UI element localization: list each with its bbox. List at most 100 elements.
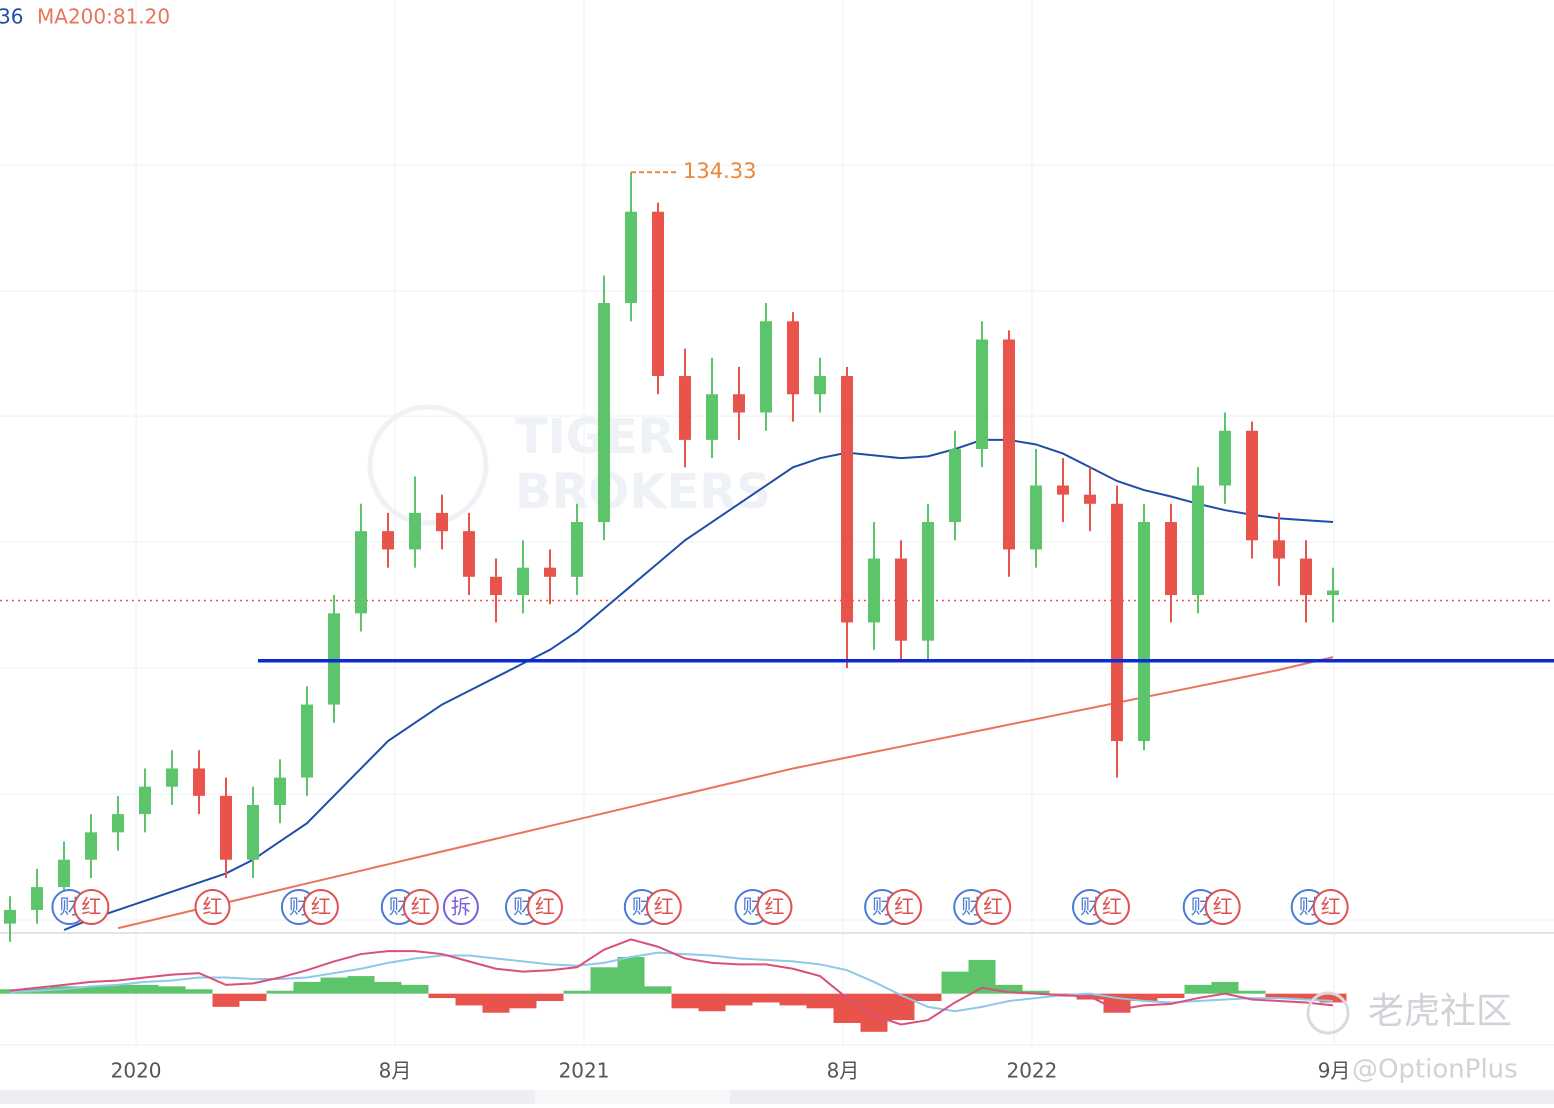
macd-bar xyxy=(1184,984,1212,994)
watermark: TIGER xyxy=(515,409,675,465)
x-tick-label: 8月 xyxy=(827,1059,860,1083)
macd-bar xyxy=(374,981,402,994)
candle-body xyxy=(1003,339,1015,550)
macd-bar xyxy=(131,984,159,994)
macd-bar xyxy=(941,971,969,994)
watermark-logo xyxy=(367,404,489,526)
macd-bar xyxy=(1211,981,1239,994)
candle-body xyxy=(787,321,799,395)
macd-bar xyxy=(779,993,807,1006)
event-marker[interactable]: 红 xyxy=(73,889,110,925)
watermark-logo xyxy=(1306,991,1350,1035)
candle-body xyxy=(409,512,421,550)
event-circle xyxy=(1094,889,1130,925)
candle-body xyxy=(1273,540,1285,559)
macd-bar xyxy=(455,993,483,1006)
event-marker[interactable]: 红 xyxy=(756,889,793,925)
macd-bar xyxy=(1238,990,1266,994)
macd-bar xyxy=(1292,993,1320,1000)
dif-line xyxy=(9,938,1334,1026)
candle-body xyxy=(328,613,340,705)
event-marker[interactable]: 红 xyxy=(975,889,1012,925)
event-marker[interactable]: 红 xyxy=(645,889,682,925)
candle-body xyxy=(274,777,286,805)
candle-body xyxy=(112,814,124,833)
candle-body xyxy=(1138,522,1150,742)
macd-bar xyxy=(1130,993,1158,1001)
macd-bar xyxy=(266,990,294,994)
macd-bar xyxy=(698,993,726,1012)
candle-body xyxy=(1192,485,1204,596)
macd-bar xyxy=(536,993,564,1001)
event-circle xyxy=(402,889,439,925)
peak-label: 134.33 xyxy=(683,159,756,183)
macd-bar xyxy=(1319,993,1347,1003)
candle-body xyxy=(922,522,934,641)
x-tick-label: 8月 xyxy=(379,1059,412,1083)
event-marker[interactable]: 红 xyxy=(527,889,563,925)
x-tick-label: 9月 xyxy=(1318,1059,1351,1083)
legend-entry: 36 xyxy=(0,5,23,29)
candle-body xyxy=(625,211,637,304)
macd-bar xyxy=(644,986,672,994)
event-marker[interactable]: 红 xyxy=(1204,889,1241,925)
candle-body xyxy=(4,909,16,924)
event-marker[interactable]: 红 xyxy=(302,889,339,925)
macd-bar xyxy=(914,993,942,1001)
macd-bar xyxy=(995,984,1023,994)
event-label: 拆 xyxy=(451,895,471,919)
event-label: 红 xyxy=(765,895,785,919)
macd-bar xyxy=(428,993,456,999)
candle-body xyxy=(760,321,772,413)
candle-body xyxy=(1300,558,1312,596)
macd-bar xyxy=(563,990,591,994)
macd-bar xyxy=(725,993,753,1006)
event-label: 红 xyxy=(654,895,674,919)
event-label: 红 xyxy=(983,895,1003,919)
event-circle xyxy=(73,889,110,925)
candle-body xyxy=(1165,522,1177,596)
candle-body xyxy=(1327,590,1339,596)
macd-bar xyxy=(671,993,699,1009)
macd-bar xyxy=(212,993,240,1007)
event-marker[interactable]: 红 xyxy=(1094,889,1130,925)
candle-body xyxy=(841,376,853,623)
event-label: 红 xyxy=(203,895,223,919)
candle-body xyxy=(166,768,178,787)
candle-body xyxy=(895,558,907,641)
event-marker[interactable]: 红 xyxy=(402,889,439,925)
macd-bar xyxy=(590,967,618,994)
event-circle xyxy=(442,889,479,925)
macd-bar xyxy=(509,993,537,1009)
event-label: 红 xyxy=(1213,895,1233,919)
candle-body xyxy=(1219,430,1231,486)
watermark: 老虎社区 xyxy=(1368,991,1512,1032)
candle-body xyxy=(544,567,556,577)
event-marker[interactable]: 红 xyxy=(1312,889,1349,925)
event-circle xyxy=(527,889,563,925)
event-marker[interactable]: 拆 xyxy=(442,889,479,925)
event-label: 红 xyxy=(311,895,331,919)
event-circle xyxy=(886,889,923,925)
watermark: @OptionPlus xyxy=(1352,1055,1518,1085)
macd-bar xyxy=(401,984,429,994)
event-label: 红 xyxy=(894,895,914,919)
event-marker[interactable]: 红 xyxy=(886,889,923,925)
macd-bar xyxy=(806,993,834,1009)
event-marker[interactable]: 红 xyxy=(194,889,231,925)
macd-bar xyxy=(1265,993,1293,999)
scroll-thumb[interactable] xyxy=(535,1090,730,1104)
candle-body xyxy=(1057,485,1069,495)
event-circle xyxy=(756,889,793,925)
candle-body xyxy=(571,522,583,577)
x-tick-label: 2022 xyxy=(1006,1059,1057,1083)
event-label: 红 xyxy=(1321,895,1341,919)
candle-body xyxy=(1246,430,1258,541)
event-label: 红 xyxy=(81,895,101,919)
macd-bar xyxy=(185,989,213,994)
candle-body xyxy=(382,531,394,550)
x-tick-label: 2020 xyxy=(111,1059,162,1083)
candle-body xyxy=(490,576,502,596)
candle-body xyxy=(706,394,718,440)
